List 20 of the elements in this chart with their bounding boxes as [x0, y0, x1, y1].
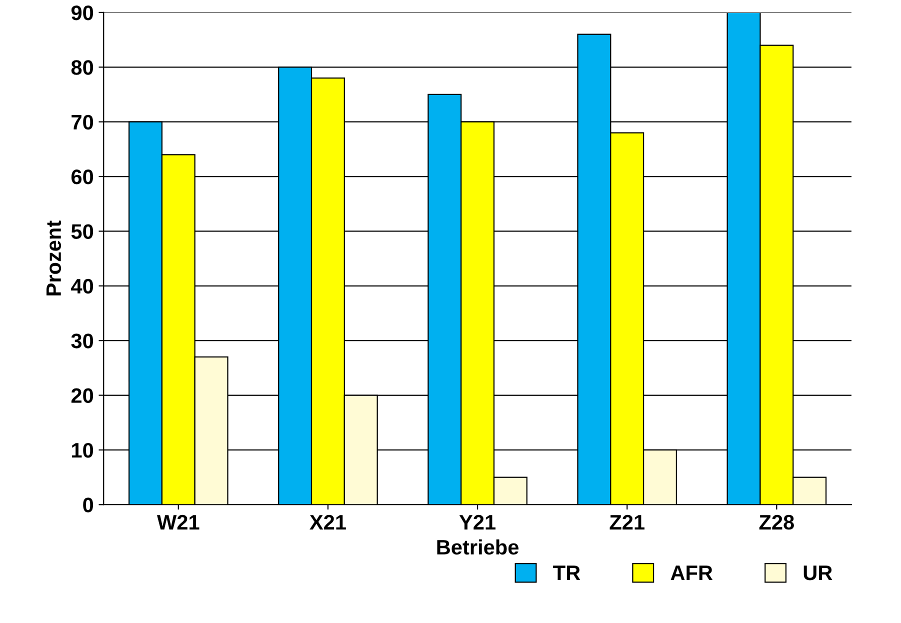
- y-tick-label: 80: [71, 60, 94, 75]
- x-tick-label: Z21: [610, 514, 644, 530]
- y-tick-label: 90: [71, 5, 94, 20]
- x-tick-label: Y21: [459, 514, 496, 530]
- y-tick-label: 40: [71, 278, 94, 294]
- legend-label: UR: [804, 566, 832, 580]
- x-axis-title: Betriebe: [437, 539, 519, 555]
- y-tick-label: 50: [71, 224, 94, 239]
- y-tick-label: 70: [72, 114, 94, 130]
- y-tick-label: 60: [71, 170, 94, 184]
- y-tick-label: 0: [83, 498, 94, 512]
- x-tick-label: W21: [157, 514, 200, 530]
- y-tick-label: 30: [71, 334, 94, 348]
- y-tick-label: 10: [72, 442, 94, 458]
- legend-label: AFR: [670, 566, 713, 580]
- y-axis-title: Prozent: [46, 220, 62, 296]
- y-tick-label: 20: [71, 388, 94, 404]
- x-tick-label: X21: [310, 514, 346, 530]
- legend-label: TR: [553, 566, 580, 580]
- x-tick-label: Z28: [759, 514, 794, 530]
